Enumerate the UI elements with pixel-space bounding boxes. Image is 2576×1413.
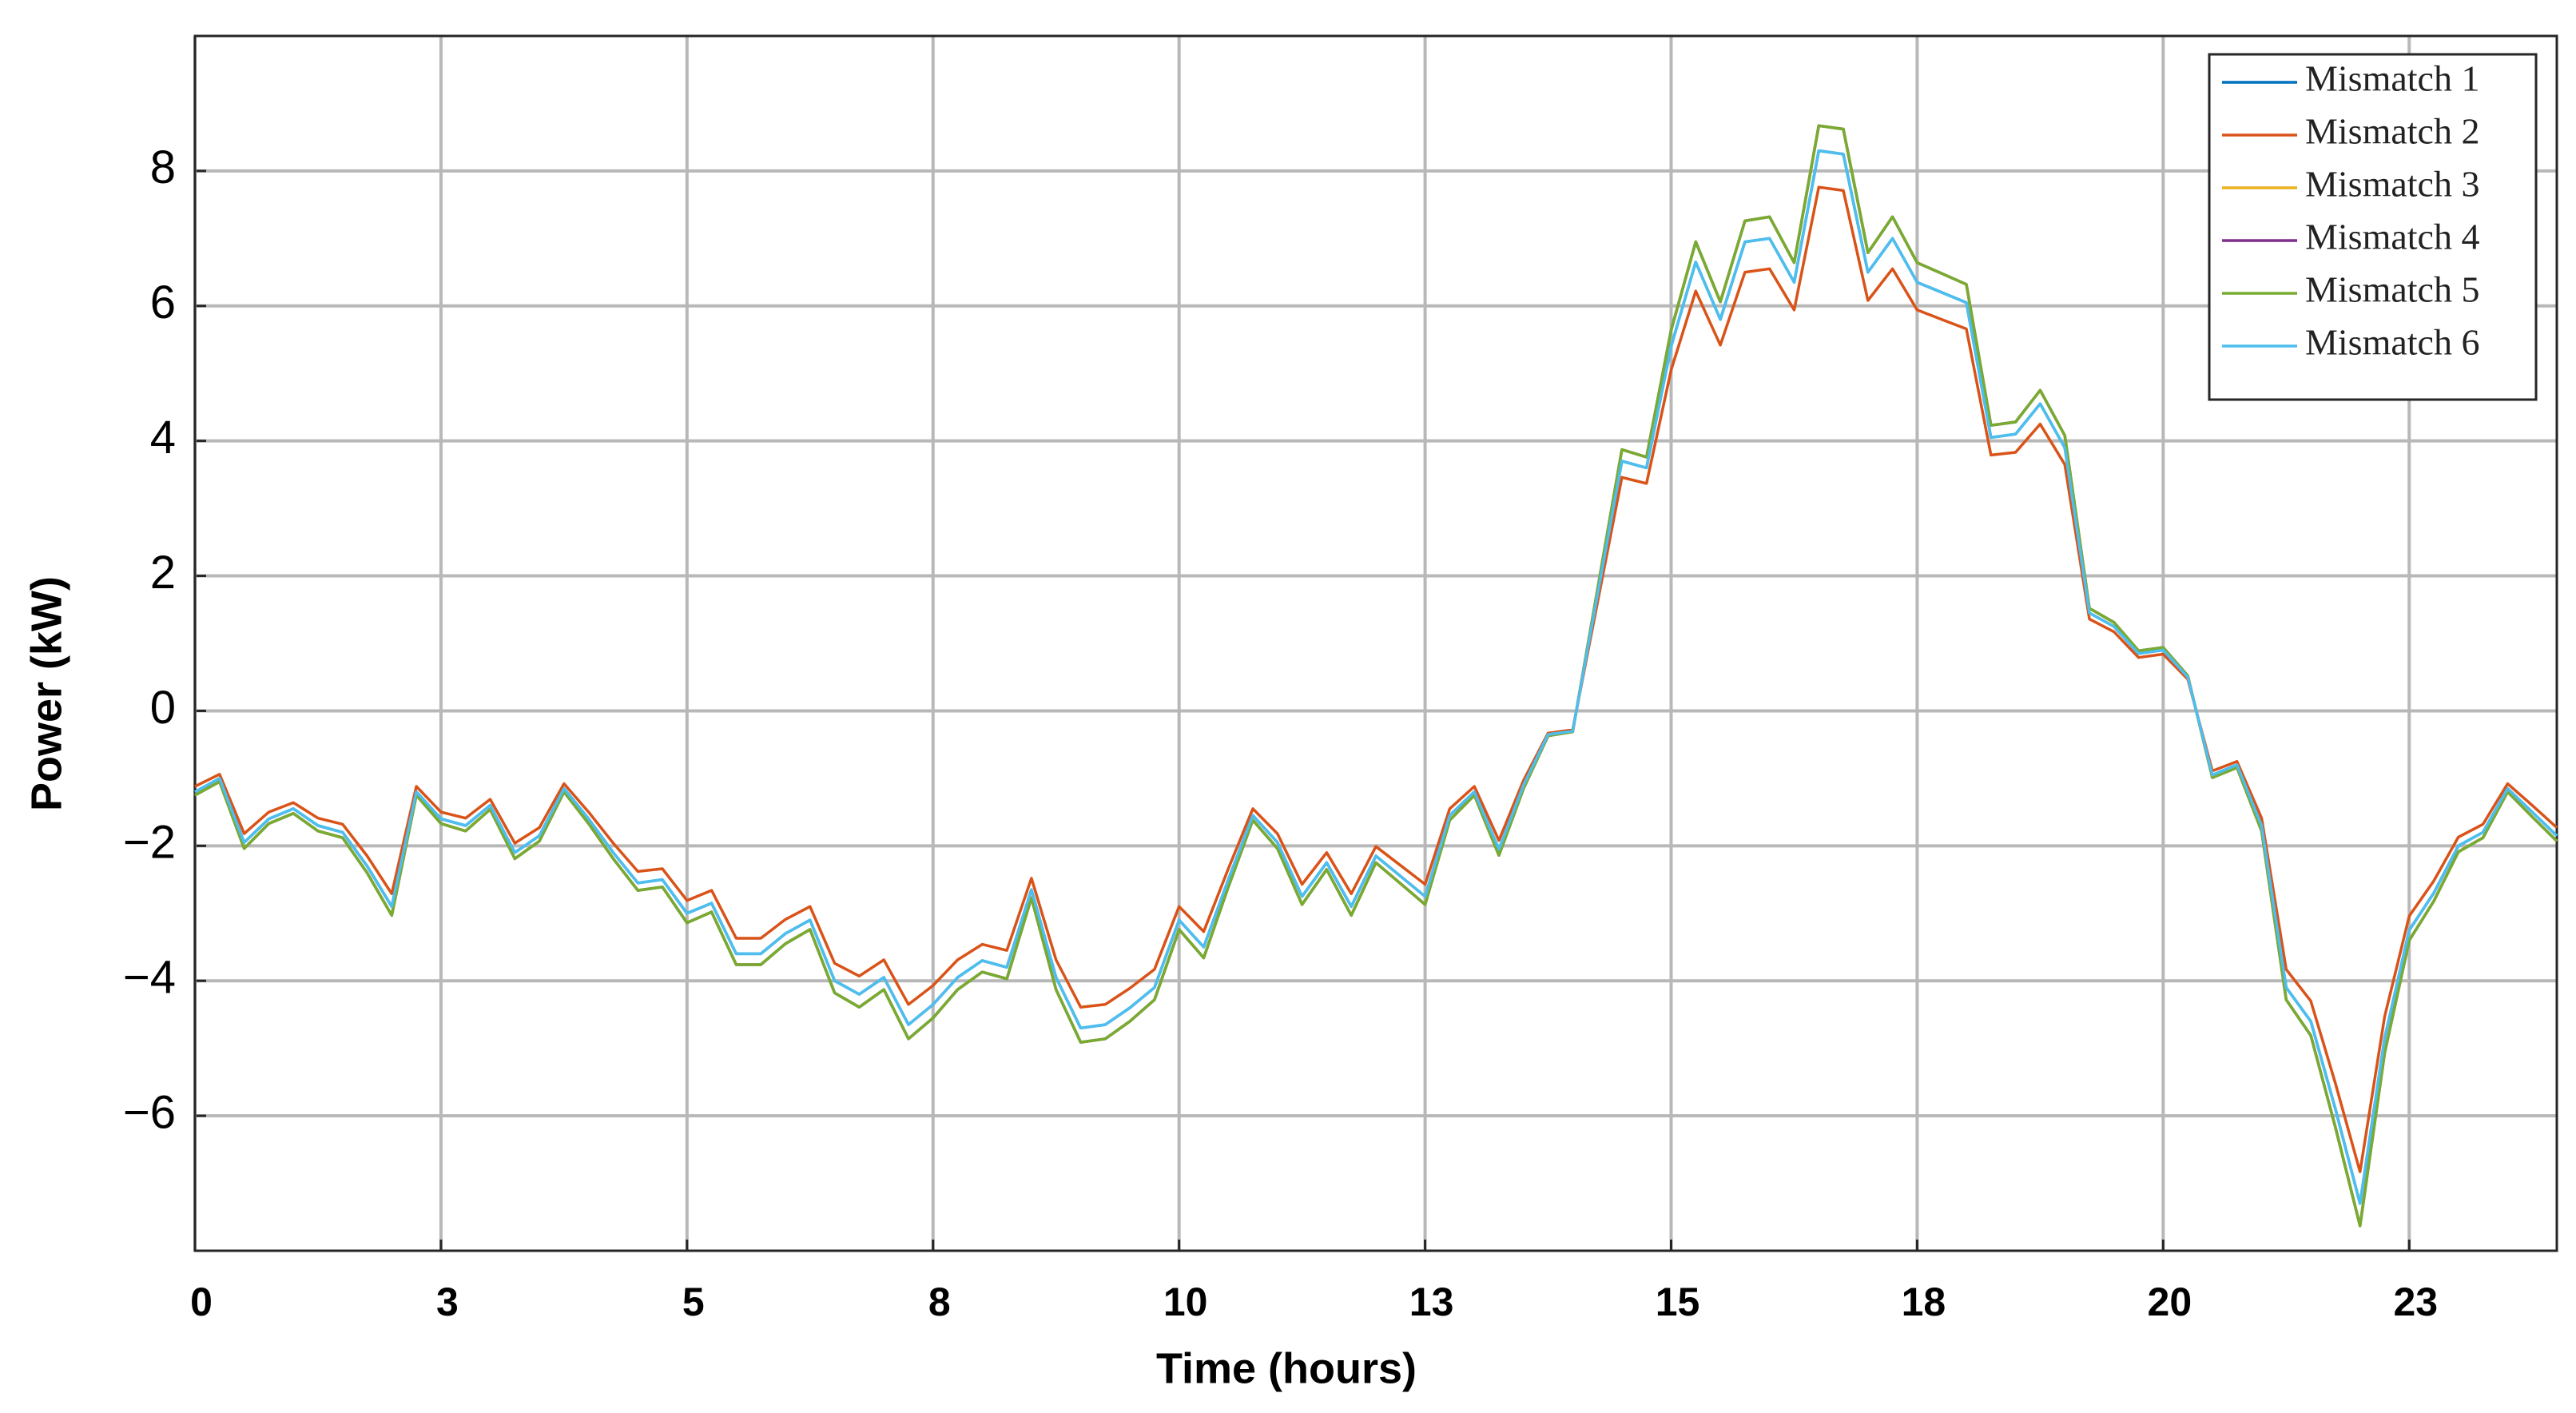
y-tick-label: 4 xyxy=(150,412,176,464)
y-tick-label: 2 xyxy=(150,547,176,599)
series-line xyxy=(194,124,2558,1228)
y-axis-label: Power (kW) xyxy=(22,576,70,811)
legend-label: Mismatch 4 xyxy=(2305,217,2479,257)
y-tick-label: 8 xyxy=(150,141,176,193)
legend-label: Mismatch 2 xyxy=(2305,111,2479,152)
plot-frame xyxy=(193,34,2558,1252)
legend-label: Mismatch 5 xyxy=(2305,269,2479,310)
legend: Mismatch 1 Mismatch 2 Mismatch 3 Mismatch 4… xyxy=(2208,53,2538,401)
y-tick-label: −4 xyxy=(123,952,176,1004)
x-tick-label: 3 xyxy=(436,1280,459,1324)
x-tick-label: 20 xyxy=(2148,1280,2192,1324)
y-tick-label: −2 xyxy=(123,817,176,869)
x-axis-label: Time (hours) xyxy=(1156,1344,1417,1392)
y-tick-label: −6 xyxy=(123,1086,176,1138)
x-tick-label: 8 xyxy=(928,1280,951,1324)
x-tick-label: 23 xyxy=(2393,1280,2438,1324)
x-tick-label: 15 xyxy=(1656,1280,1700,1324)
y-tick-label: 0 xyxy=(150,682,176,734)
x-tick-label: 0 xyxy=(190,1280,213,1324)
legend-label: Mismatch 6 xyxy=(2305,322,2479,363)
legend-box xyxy=(2208,53,2538,401)
series-line xyxy=(194,149,2558,1205)
x-tick-label: 18 xyxy=(1902,1280,1946,1324)
x-tick-label: 5 xyxy=(682,1280,705,1324)
legend-label: Mismatch 1 xyxy=(2305,58,2479,99)
legend-label: Mismatch 3 xyxy=(2305,164,2479,205)
series-line xyxy=(194,185,2558,1173)
x-tick-label: 10 xyxy=(1163,1280,1208,1324)
x-tick-label: 13 xyxy=(1409,1280,1454,1324)
y-tick-label: 6 xyxy=(150,277,176,328)
